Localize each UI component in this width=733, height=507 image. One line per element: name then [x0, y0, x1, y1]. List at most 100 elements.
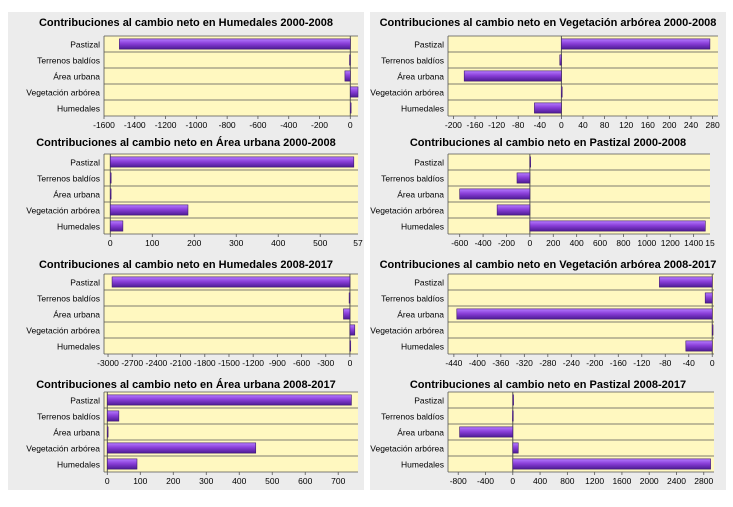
x-tick-label: 600 [593, 238, 607, 248]
bar [106, 410, 120, 422]
category-label: Pastizal [70, 396, 100, 406]
x-tick-label: -320 [516, 358, 533, 368]
bar [106, 458, 138, 470]
x-tick-label: -280 [539, 358, 556, 368]
bar [119, 38, 351, 50]
bar [459, 426, 514, 438]
bar [343, 308, 351, 320]
bar [348, 292, 351, 304]
x-tick-label: 120 [619, 120, 633, 130]
bar [106, 394, 352, 406]
x-tick-label: 80 [600, 120, 610, 130]
category-label: Humedales [57, 222, 100, 232]
x-tick-label: -40 [683, 358, 696, 368]
x-tick-label: -200 [498, 238, 515, 248]
x-tick-label: -900 [269, 358, 286, 368]
x-tick-label: -600 [293, 358, 310, 368]
category-label: Pastizal [414, 40, 444, 50]
chart-title: Contribuciones al cambio neto en Vegetac… [380, 259, 717, 271]
bar [350, 86, 359, 98]
x-tick-label: 0 [559, 120, 564, 130]
x-tick-label: 0 [528, 238, 533, 248]
bar [685, 340, 713, 352]
category-label: Terrenos baldíos [381, 174, 444, 184]
x-tick-label: 1200 [585, 476, 604, 486]
x-tick-label: -400 [475, 238, 492, 248]
chart-title: Contribuciones al cambio neto en Área ur… [36, 136, 336, 149]
category-label: Vegetación arbórea [370, 326, 444, 336]
chart-panel-2: Contribuciones al cambio neto en Vegetac… [370, 12, 726, 132]
x-tick-label: -600 [249, 120, 266, 130]
bar [711, 324, 714, 336]
category-label: Humedales [57, 342, 100, 352]
bar [512, 442, 519, 454]
x-tick-label: 15 [705, 238, 715, 248]
bar [704, 292, 713, 304]
category-label: Pastizal [70, 158, 100, 168]
x-tick-label: 57 [353, 238, 363, 248]
category-label: Área urbana [397, 428, 444, 438]
x-tick-label: -200 [311, 120, 328, 130]
x-tick-label: 2800 [694, 476, 713, 486]
category-label: Pastizal [414, 278, 444, 288]
chart-panel-6: Contribuciones al cambio neto en Vegetac… [370, 254, 726, 374]
category-label: Vegetación arbórea [26, 206, 100, 216]
bar [659, 276, 713, 288]
bar [111, 276, 351, 288]
x-tick-label: -400 [280, 120, 297, 130]
x-tick-label: -1000 [185, 120, 207, 130]
category-label: Área urbana [53, 72, 100, 82]
category-label: Terrenos baldíos [381, 56, 444, 66]
x-tick-label: 1000 [637, 238, 656, 248]
category-label: Área urbana [397, 190, 444, 200]
x-tick-label: 240 [684, 120, 698, 130]
category-label: Pastizal [414, 396, 444, 406]
x-tick-label: -1600 [93, 120, 115, 130]
category-label: Vegetación arbórea [26, 326, 100, 336]
x-tick-label: -160 [466, 120, 483, 130]
x-tick-label: -2400 [146, 358, 168, 368]
x-tick-label: 800 [560, 476, 574, 486]
x-tick-label: -2100 [170, 358, 192, 368]
bar [109, 172, 112, 184]
chart-title: Contribuciones al cambio neto en Pastiza… [410, 137, 686, 149]
x-tick-label: 800 [616, 238, 630, 248]
bar [109, 188, 112, 200]
category-label: Terrenos baldíos [381, 412, 444, 422]
bar [109, 220, 124, 232]
bar [534, 102, 562, 114]
x-tick-label: 160 [641, 120, 655, 130]
category-label: Vegetación arbórea [26, 444, 100, 454]
x-tick-label: 400 [232, 476, 246, 486]
x-tick-label: -80 [512, 120, 525, 130]
x-tick-label: 1400 [684, 238, 703, 248]
x-tick-label: -400 [469, 358, 486, 368]
chart-panel-3: Contribuciones al cambio neto en Área ur… [8, 132, 364, 254]
x-tick-label: -120 [633, 358, 650, 368]
category-label: Humedales [57, 460, 100, 470]
category-label: Terrenos baldíos [37, 56, 100, 66]
x-tick-label: 300 [199, 476, 213, 486]
chart-title: Contribuciones al cambio neto en Humedal… [39, 259, 333, 271]
x-tick-label: 1600 [612, 476, 631, 486]
category-label: Humedales [401, 104, 444, 114]
x-tick-label: -40 [534, 120, 547, 130]
x-tick-label: -200 [586, 358, 603, 368]
x-tick-label: -360 [492, 358, 509, 368]
chart-panel-8: Contribuciones al cambio neto en Pastiza… [370, 374, 726, 490]
x-tick-label: 0 [510, 476, 515, 486]
chart-title: Contribuciones al cambio neto en Vegetac… [380, 17, 717, 29]
x-tick-label: 0 [108, 238, 113, 248]
chart-panel-1: Contribuciones al cambio neto en Humedal… [8, 12, 364, 132]
x-tick-label: -1800 [194, 358, 216, 368]
category-label: Humedales [401, 460, 444, 470]
x-tick-label: 2000 [640, 476, 659, 486]
category-label: Vegetación arbórea [26, 88, 100, 98]
bar [529, 156, 531, 168]
chart-title: Contribuciones al cambio neto en Pastiza… [410, 379, 686, 391]
bar [561, 38, 711, 50]
x-tick-label: -2700 [121, 358, 143, 368]
x-tick-label: 100 [145, 238, 159, 248]
bar [516, 172, 531, 184]
